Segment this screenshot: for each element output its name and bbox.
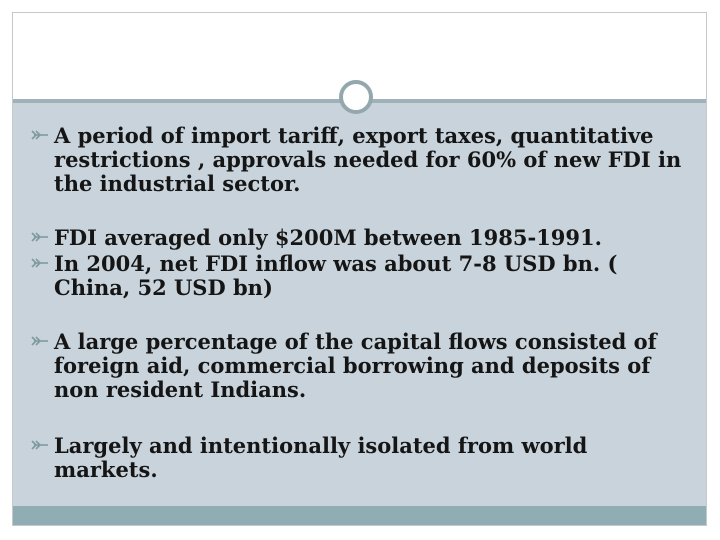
footer-bar bbox=[13, 506, 706, 525]
feather-arrow-bullet-icon bbox=[31, 336, 48, 346]
bullet-item: In 2004, net FDI inflow was about 7-8 US… bbox=[31, 252, 691, 300]
feather-arrow-bullet-icon bbox=[31, 440, 48, 450]
feather-arrow-bullet-icon bbox=[31, 232, 48, 242]
bullet-text: In 2004, net FDI inflow was about 7-8 US… bbox=[54, 251, 618, 300]
feather-arrow-bullet-icon bbox=[31, 130, 48, 140]
bullet-item: Largely and intentionally isolated from … bbox=[31, 434, 691, 482]
bullet-text: A large percentage of the capital flows … bbox=[54, 329, 657, 402]
feather-arrow-bullet-icon bbox=[31, 258, 48, 268]
bullet-item: A period of import tariff, export taxes,… bbox=[31, 124, 691, 196]
bullet-text: Largely and intentionally isolated from … bbox=[54, 433, 588, 482]
bullet-item: FDI averaged only $200M between 1985-199… bbox=[31, 226, 691, 250]
bullet-item: A large percentage of the capital flows … bbox=[31, 330, 691, 402]
ring-ornament-icon bbox=[339, 80, 373, 114]
bullet-text: A period of import tariff, export taxes,… bbox=[54, 123, 682, 196]
bullet-list: A period of import tariff, export taxes,… bbox=[31, 124, 691, 482]
content-panel bbox=[13, 103, 706, 506]
bullet-text: FDI averaged only $200M between 1985-199… bbox=[54, 225, 602, 250]
